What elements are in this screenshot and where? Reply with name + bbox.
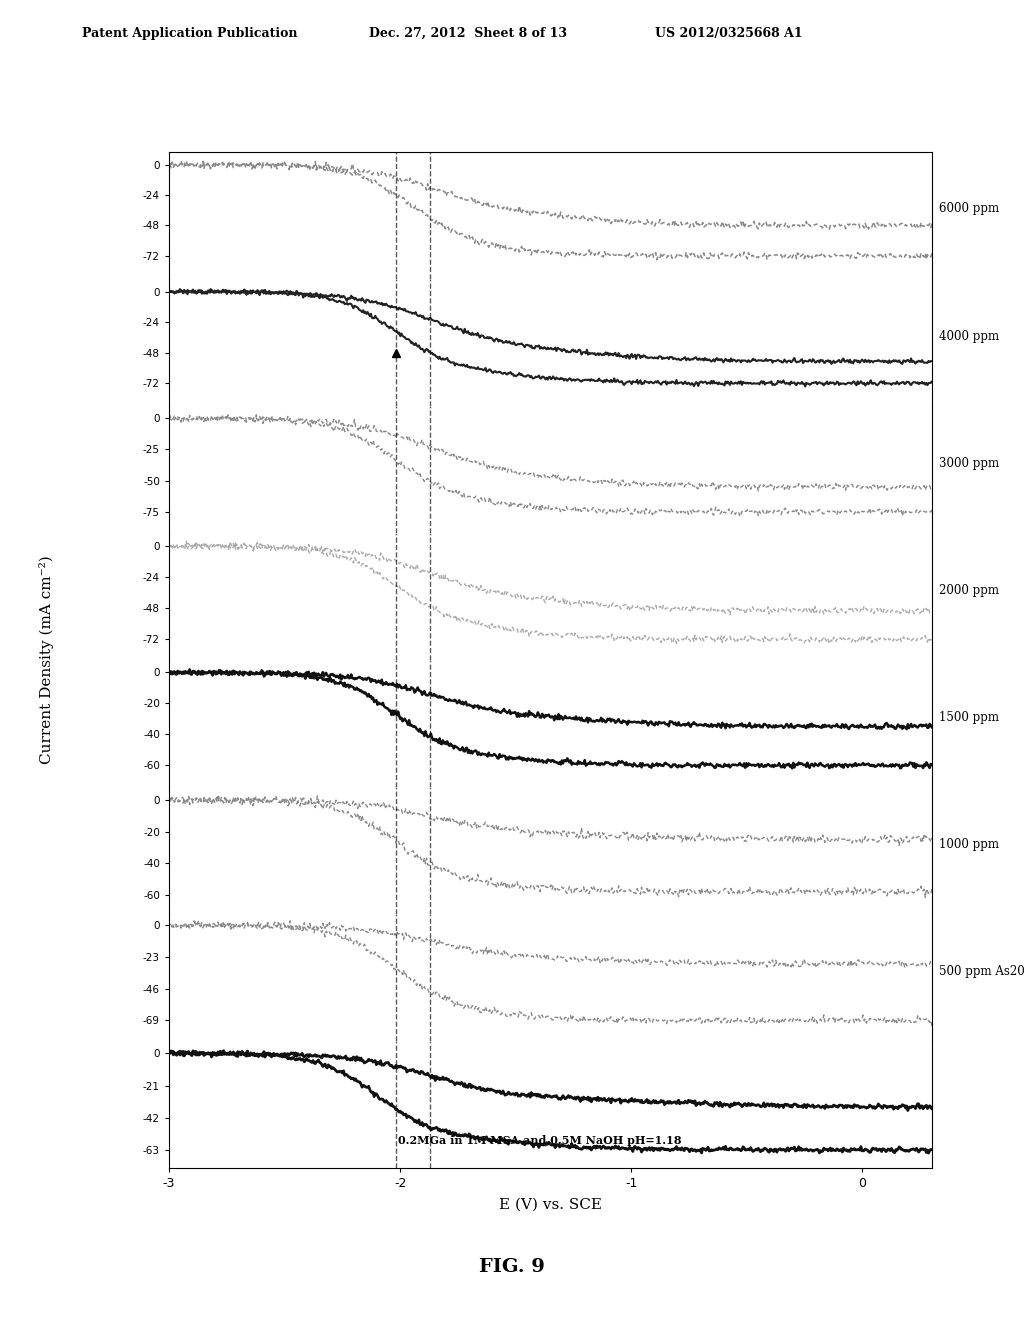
Text: 0.2MGa in 1M MSA and 0.5M NaOH pH=1.18: 0.2MGa in 1M MSA and 0.5M NaOH pH=1.18 [397,1135,681,1146]
Text: Current Density (mA cm⁻²): Current Density (mA cm⁻²) [39,556,53,764]
Text: 6000 ppm: 6000 ppm [939,202,999,215]
Text: Dec. 27, 2012  Sheet 8 of 13: Dec. 27, 2012 Sheet 8 of 13 [369,26,566,40]
Text: 1000 ppm: 1000 ppm [939,838,999,850]
Text: 500 ppm As203: 500 ppm As203 [939,965,1024,978]
Text: FIG. 9: FIG. 9 [479,1258,545,1276]
Text: 2000 ppm: 2000 ppm [939,583,999,597]
Text: US 2012/0325668 A1: US 2012/0325668 A1 [655,26,803,40]
Text: Patent Application Publication: Patent Application Publication [82,26,297,40]
Text: 4000 ppm: 4000 ppm [939,330,999,342]
X-axis label: E (V) vs. SCE: E (V) vs. SCE [499,1197,602,1212]
Text: 3000 ppm: 3000 ppm [939,457,999,470]
Text: 1500 ppm: 1500 ppm [939,710,999,723]
